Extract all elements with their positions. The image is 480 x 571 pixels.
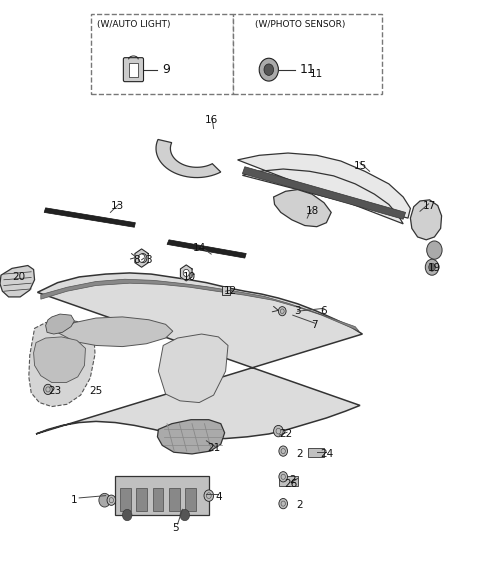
Text: 12: 12 [224,286,237,296]
Circle shape [107,495,116,505]
Circle shape [99,493,110,507]
Circle shape [279,472,288,482]
Polygon shape [410,200,442,240]
Text: 10: 10 [183,272,196,282]
Circle shape [138,254,145,262]
Text: 17: 17 [423,200,436,211]
Circle shape [122,509,132,521]
Circle shape [427,241,442,259]
Text: 21: 21 [207,443,220,453]
Circle shape [204,490,214,501]
Polygon shape [34,337,85,383]
Bar [222,286,230,295]
Text: 2: 2 [297,500,303,510]
Bar [308,448,324,457]
Text: 22: 22 [279,429,292,439]
Polygon shape [156,139,221,178]
Text: 11: 11 [300,63,316,76]
Text: 7: 7 [311,320,318,331]
Circle shape [425,259,439,275]
Polygon shape [36,273,362,439]
Bar [136,488,147,511]
Text: 3: 3 [145,255,152,265]
Text: 25: 25 [89,386,103,396]
Polygon shape [274,190,331,227]
Circle shape [139,254,147,263]
Circle shape [279,498,288,509]
Circle shape [279,446,288,456]
Polygon shape [46,314,74,334]
Polygon shape [29,320,95,407]
Text: 9: 9 [162,63,170,76]
Circle shape [183,270,189,276]
Circle shape [429,263,435,271]
Text: 2: 2 [297,449,303,459]
Bar [120,488,131,511]
Bar [129,63,138,77]
Text: 1: 1 [71,494,78,505]
Bar [153,488,163,511]
Polygon shape [135,249,148,267]
Text: 5: 5 [172,523,179,533]
Polygon shape [44,208,135,227]
Text: 24: 24 [320,449,333,459]
Text: 11: 11 [310,69,324,79]
Text: 13: 13 [111,200,124,211]
Circle shape [259,58,278,81]
Bar [185,488,196,511]
Bar [169,488,180,511]
Text: 15: 15 [353,160,367,171]
Text: 19: 19 [428,263,441,274]
Polygon shape [0,266,35,297]
Text: 18: 18 [305,206,319,216]
Text: 4: 4 [215,492,222,502]
Circle shape [44,384,52,395]
Bar [279,476,298,486]
Text: 20: 20 [12,272,26,282]
Text: (W/AUTO LIGHT): (W/AUTO LIGHT) [96,20,170,29]
Bar [115,476,209,515]
Polygon shape [167,240,246,258]
Text: 6: 6 [321,306,327,316]
Text: 26: 26 [284,479,297,489]
Bar [91,14,233,94]
Circle shape [180,509,190,521]
Polygon shape [157,420,225,454]
Polygon shape [180,265,192,281]
Text: (W/PHOTO SENSOR): (W/PHOTO SENSOR) [255,20,345,29]
Polygon shape [55,317,173,347]
Polygon shape [242,167,406,219]
Bar [233,14,382,94]
Text: 2: 2 [289,475,296,485]
Polygon shape [158,334,228,403]
FancyBboxPatch shape [123,58,144,82]
Circle shape [274,425,283,437]
Circle shape [264,64,274,75]
Text: 23: 23 [48,386,62,396]
Text: 3: 3 [294,306,301,316]
Text: 8: 8 [133,255,140,265]
Circle shape [278,307,286,316]
Polygon shape [41,279,359,331]
Text: 16: 16 [204,115,218,125]
Text: 14: 14 [192,243,206,254]
Polygon shape [238,153,410,224]
